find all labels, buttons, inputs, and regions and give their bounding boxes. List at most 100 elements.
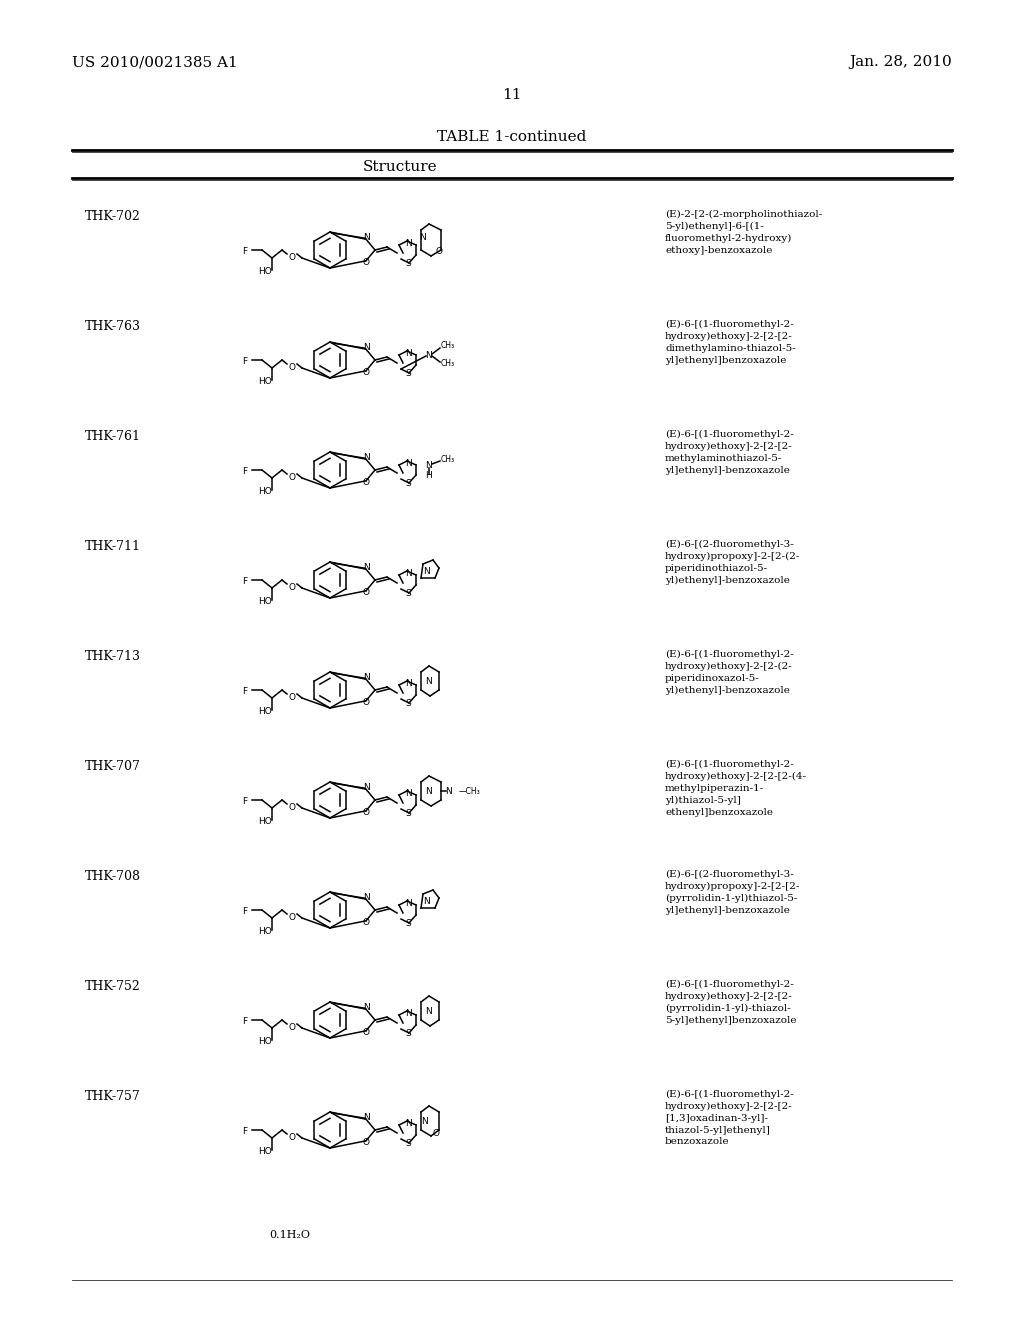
Text: O: O	[289, 363, 296, 372]
Text: O: O	[362, 368, 370, 378]
Text: N: N	[404, 678, 412, 688]
Text: N: N	[362, 232, 370, 242]
Text: THK-761: THK-761	[85, 430, 141, 444]
Text: THK-763: THK-763	[85, 319, 141, 333]
Text: N: N	[445, 788, 453, 796]
Text: O: O	[289, 583, 296, 593]
Text: THK-711: THK-711	[85, 540, 141, 553]
Text: THK-708: THK-708	[85, 870, 141, 883]
Text: N: N	[426, 677, 432, 686]
Text: O: O	[362, 698, 370, 708]
Text: N: N	[420, 234, 426, 243]
Text: N: N	[362, 673, 370, 682]
Text: S: S	[406, 589, 411, 598]
Text: THK-713: THK-713	[85, 649, 141, 663]
Text: O: O	[362, 1138, 370, 1147]
Text: F: F	[243, 688, 248, 697]
Text: F: F	[243, 1127, 248, 1137]
Text: (E)-6-[(1-fluoromethyl-2-
hydroxy)ethoxy]-2-[2-[2-
[1,3]oxadinan-3-yl]-
thiazol-: (E)-6-[(1-fluoromethyl-2- hydroxy)ethoxy…	[665, 1090, 794, 1147]
Text: O: O	[289, 693, 296, 702]
Text: F: F	[243, 248, 248, 256]
Text: THK-757: THK-757	[85, 1090, 140, 1104]
Text: N: N	[404, 348, 412, 358]
Text: N: N	[404, 569, 412, 578]
Text: (E)-6-[(1-fluoromethyl-2-
hydroxy)ethoxy]-2-[2-[2-
methylaminothiazol-5-
yl]ethe: (E)-6-[(1-fluoromethyl-2- hydroxy)ethoxy…	[665, 430, 794, 475]
Text: O: O	[362, 478, 370, 487]
Text: CH₃: CH₃	[441, 359, 455, 368]
Text: (E)-6-[(1-fluoromethyl-2-
hydroxy)ethoxy]-2-[2-[2-
(pyrrolidin-1-yl)-thiazol-
5-: (E)-6-[(1-fluoromethyl-2- hydroxy)ethoxy…	[665, 979, 797, 1024]
Text: HO: HO	[258, 928, 272, 936]
Text: N: N	[404, 788, 412, 797]
Text: N: N	[404, 899, 412, 908]
Text: F: F	[243, 578, 248, 586]
Text: O: O	[289, 253, 296, 263]
Text: THK-702: THK-702	[85, 210, 141, 223]
Text: Jan. 28, 2010: Jan. 28, 2010	[849, 55, 952, 69]
Text: F: F	[243, 467, 248, 477]
Text: N: N	[426, 351, 432, 359]
Text: N: N	[362, 1113, 370, 1122]
Text: S: S	[406, 808, 411, 817]
Text: N: N	[404, 239, 412, 248]
Text: CH₃: CH₃	[441, 455, 455, 465]
Text: F: F	[243, 908, 248, 916]
Text: N: N	[423, 898, 429, 907]
Text: N: N	[404, 1118, 412, 1127]
Text: HO: HO	[258, 1147, 272, 1156]
Text: N: N	[426, 788, 432, 796]
Text: N: N	[362, 783, 370, 792]
Text: O: O	[289, 1134, 296, 1143]
Text: S: S	[406, 1028, 411, 1038]
Text: O: O	[432, 1130, 439, 1138]
Text: Structure: Structure	[362, 160, 437, 174]
Text: H: H	[426, 471, 432, 480]
Text: HO: HO	[258, 487, 272, 496]
Text: O: O	[289, 913, 296, 923]
Text: (E)-6-[(2-fluoromethyl-3-
hydroxy)propoxy]-2-[2-[2-
(pyrrolidin-1-yl)thiazol-5-
: (E)-6-[(2-fluoromethyl-3- hydroxy)propox…	[665, 870, 801, 915]
Text: O: O	[362, 589, 370, 597]
Text: —CH₃: —CH₃	[459, 788, 480, 796]
Text: US 2010/0021385 A1: US 2010/0021385 A1	[72, 55, 238, 69]
Text: F: F	[243, 797, 248, 807]
Text: O: O	[362, 808, 370, 817]
Text: N: N	[362, 1003, 370, 1012]
Text: S: S	[406, 1138, 411, 1147]
Text: O: O	[289, 1023, 296, 1032]
Text: O: O	[435, 248, 442, 256]
Text: HO: HO	[258, 1038, 272, 1047]
Text: N: N	[404, 458, 412, 467]
Text: S: S	[406, 698, 411, 708]
Text: HO: HO	[258, 598, 272, 606]
Text: HO: HO	[258, 817, 272, 826]
Text: N: N	[362, 562, 370, 572]
Text: N: N	[423, 568, 429, 577]
Text: N: N	[362, 892, 370, 902]
Text: N: N	[404, 1008, 412, 1018]
Text: O: O	[289, 804, 296, 813]
Text: O: O	[362, 1028, 370, 1038]
Text: F: F	[243, 358, 248, 367]
Text: HO: HO	[258, 708, 272, 717]
Text: THK-707: THK-707	[85, 760, 141, 774]
Text: 0.1H₂O: 0.1H₂O	[269, 1230, 310, 1239]
Text: O: O	[289, 474, 296, 483]
Text: N: N	[426, 1007, 432, 1016]
Text: TABLE 1-continued: TABLE 1-continued	[437, 129, 587, 144]
Text: (E)-6-[(1-fluoromethyl-2-
hydroxy)ethoxy]-2-[2-[2-(4-
methylpiperazin-1-
yl)thia: (E)-6-[(1-fluoromethyl-2- hydroxy)ethoxy…	[665, 760, 807, 817]
Text: S: S	[406, 479, 411, 487]
Text: F: F	[243, 1018, 248, 1027]
Text: S: S	[406, 259, 411, 268]
Text: CH₃: CH₃	[441, 342, 455, 351]
Text: (E)-6-[(1-fluoromethyl-2-
hydroxy)ethoxy]-2-[2-(2-
piperidinoxazol-5-
yl)ethenyl: (E)-6-[(1-fluoromethyl-2- hydroxy)ethoxy…	[665, 649, 794, 694]
Text: (E)-6-[(1-fluoromethyl-2-
hydroxy)ethoxy]-2-[2-[2-
dimethylamino-thiazol-5-
yl]e: (E)-6-[(1-fluoromethyl-2- hydroxy)ethoxy…	[665, 319, 796, 364]
Text: THK-752: THK-752	[85, 979, 140, 993]
Text: S: S	[406, 919, 411, 928]
Text: S: S	[406, 368, 411, 378]
Text: N: N	[362, 343, 370, 352]
Text: HO: HO	[258, 378, 272, 387]
Text: O: O	[362, 919, 370, 927]
Text: 11: 11	[502, 88, 522, 102]
Text: (E)-6-[(2-fluoromethyl-3-
hydroxy)propoxy]-2-[2-(2-
piperidinothiazol-5-
yl)ethe: (E)-6-[(2-fluoromethyl-3- hydroxy)propox…	[665, 540, 801, 585]
Text: N: N	[362, 453, 370, 462]
Text: HO: HO	[258, 268, 272, 276]
